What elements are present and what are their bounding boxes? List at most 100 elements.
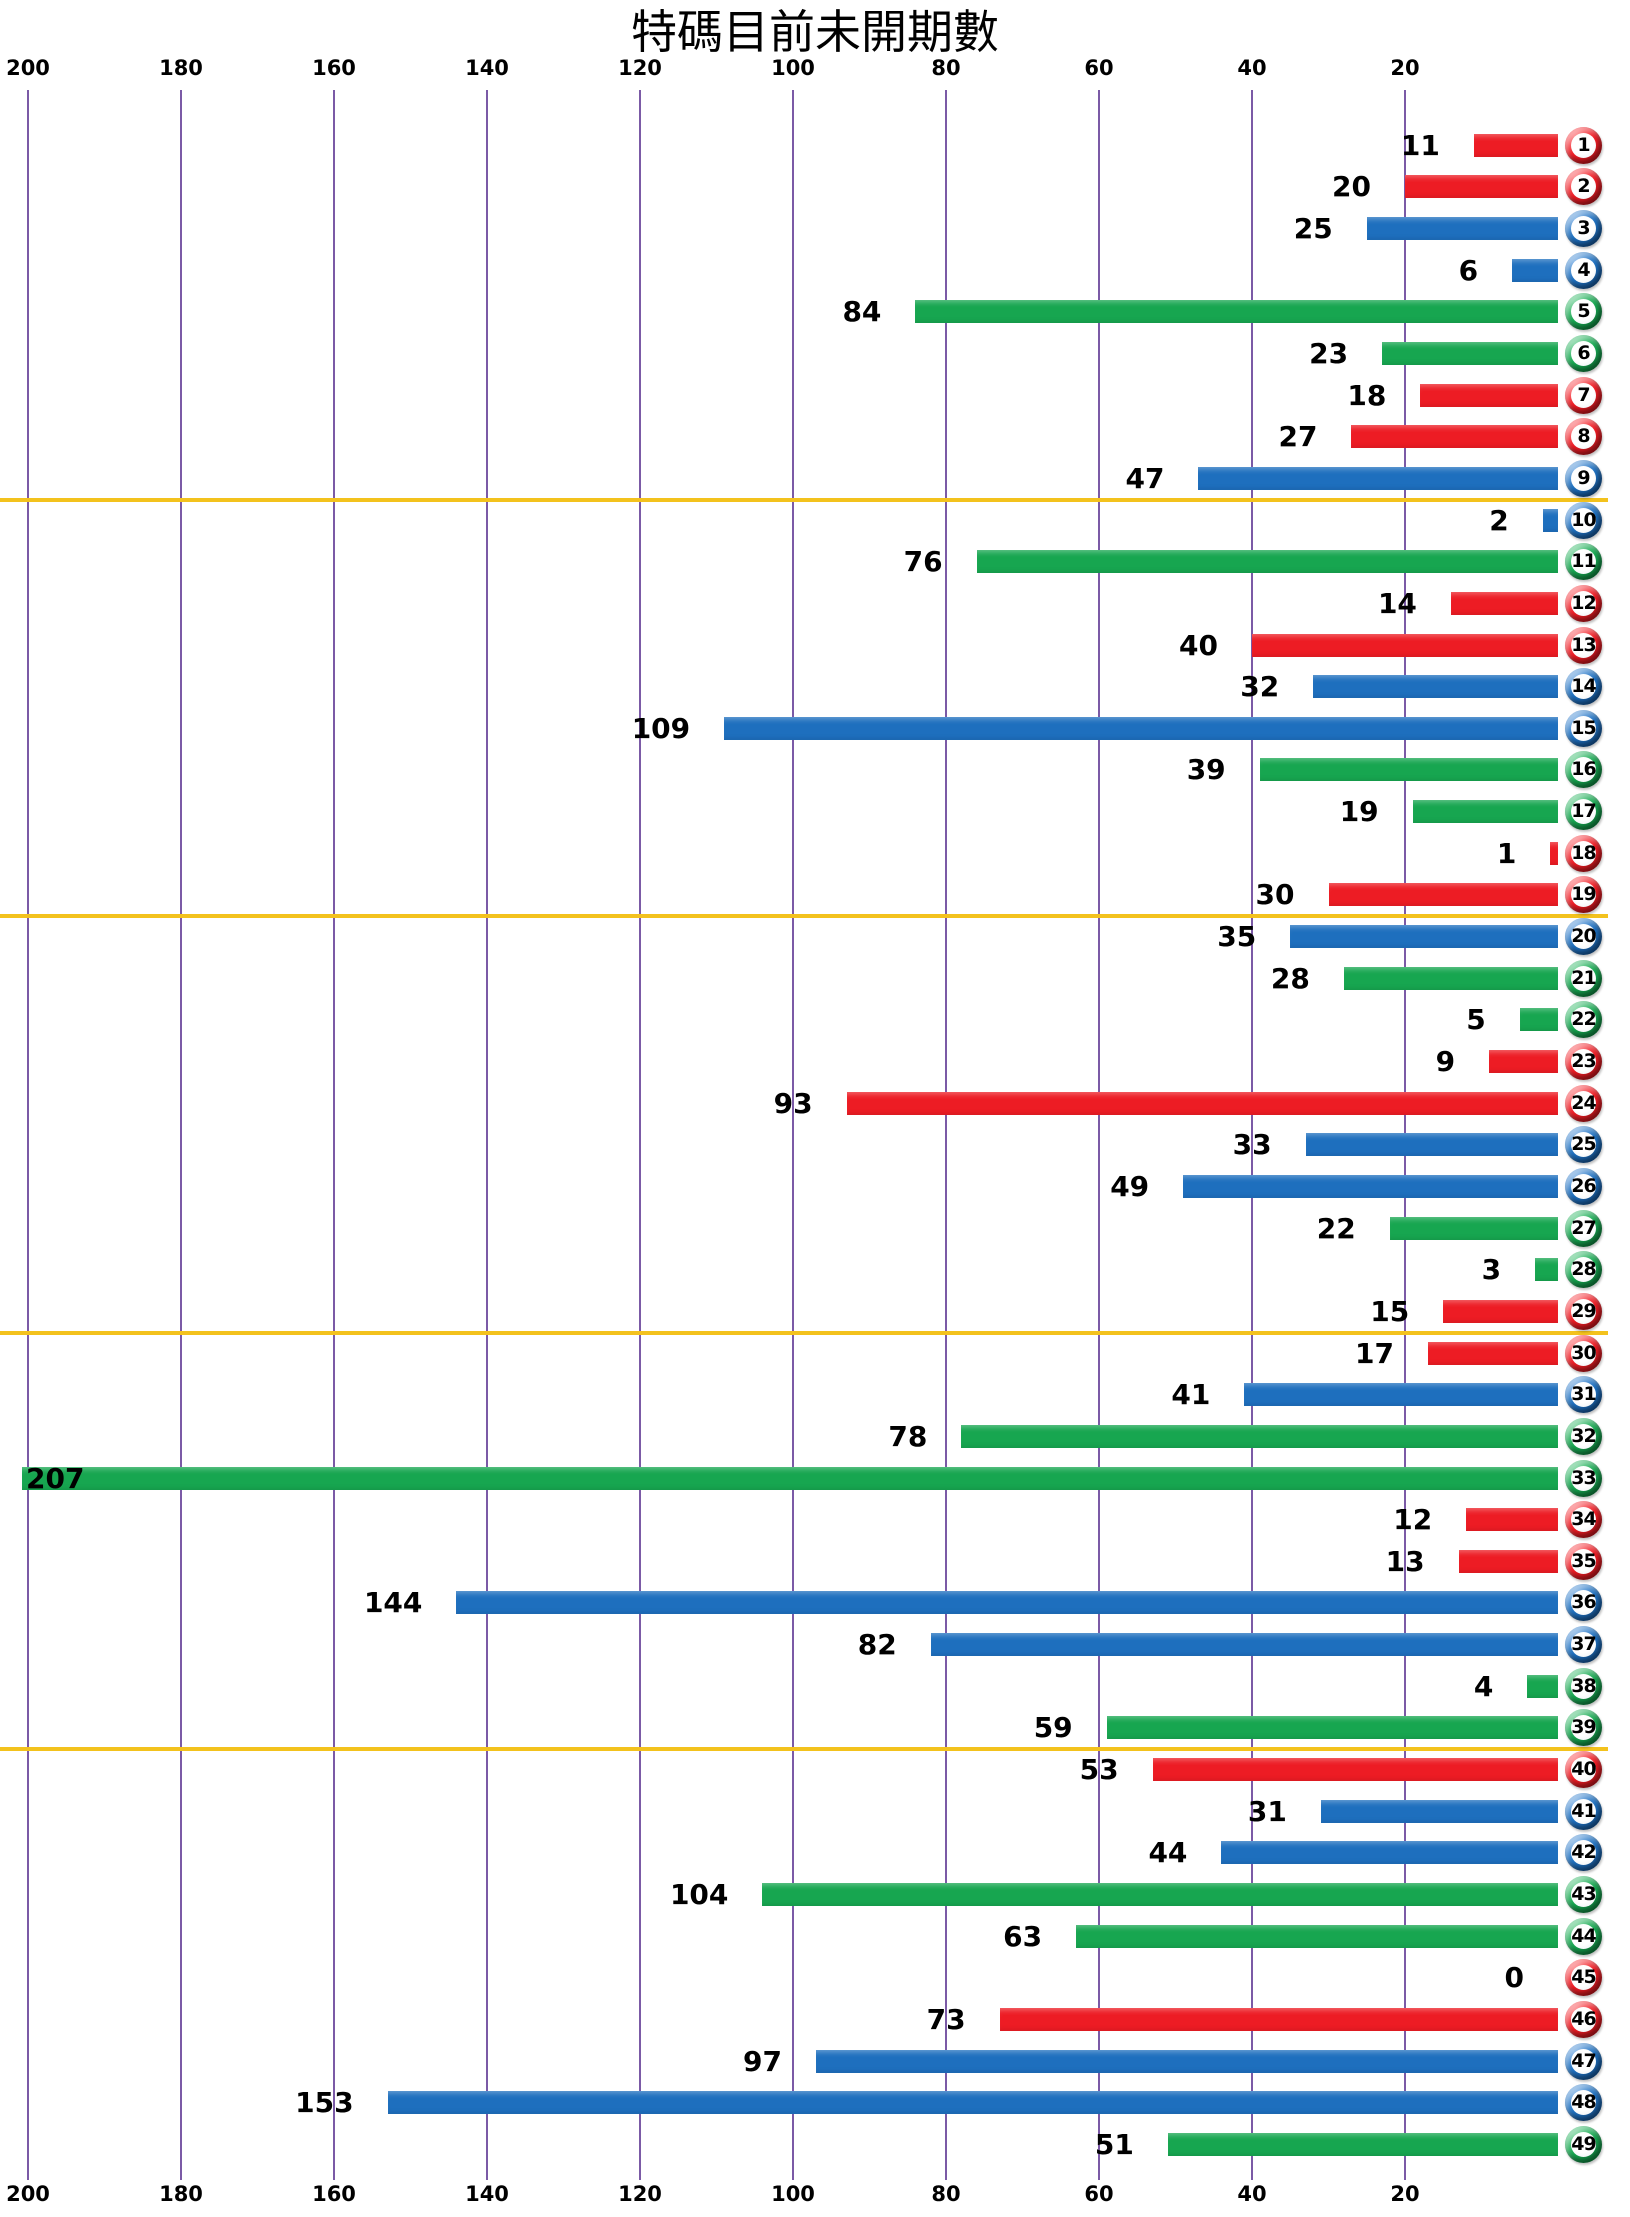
lottery-ball: 27 (1565, 1209, 1602, 1247)
chart-row: 1 18 (0, 833, 1630, 875)
ball-number: 15 (1571, 716, 1596, 739)
ball-number: 5 (1577, 300, 1590, 323)
lottery-ball-face: 47 (1571, 2048, 1597, 2074)
value-label: 44 (1148, 1836, 1188, 1870)
chart-row: 5 22 (0, 999, 1630, 1041)
chart-row: 0 45 (0, 1957, 1630, 1999)
lottery-ball-face: 4 (1571, 257, 1596, 283)
value-label: 97 (742, 2044, 782, 2078)
lottery-ball-face: 16 (1571, 757, 1597, 783)
chart-row: 30 19 (0, 874, 1630, 916)
lottery-ball: 37 (1565, 1626, 1602, 1664)
bar (1450, 591, 1558, 615)
lottery-ball: 1 (1565, 126, 1602, 164)
bar (724, 716, 1558, 740)
lottery-ball-face: 11 (1571, 549, 1597, 575)
chart-row: 32 14 (0, 666, 1630, 708)
gridline (486, 90, 488, 2180)
lottery-ball: 34 (1565, 1501, 1602, 1539)
lottery-ball-face: 32 (1571, 1423, 1597, 1449)
value-label: 23 (1309, 336, 1349, 370)
value-label: 32 (1240, 670, 1280, 704)
ball-number: 49 (1571, 2132, 1596, 2155)
value-label: 63 (1003, 1919, 1043, 1953)
bar (1405, 175, 1558, 199)
lottery-ball-face: 35 (1571, 1548, 1597, 1574)
bar (1183, 1174, 1558, 1198)
bar (1198, 466, 1558, 490)
ball-number: 24 (1571, 1091, 1596, 1114)
lottery-ball: 46 (1565, 2000, 1602, 2038)
ball-number: 10 (1571, 508, 1596, 531)
axis-tick-top: 40 (1237, 56, 1267, 80)
lottery-ball-face: 34 (1571, 1507, 1597, 1533)
lottery-ball: 3 (1565, 210, 1602, 247)
chart-row: 153 48 (0, 2082, 1630, 2124)
ball-number: 6 (1577, 341, 1590, 364)
chart-title: 特碼目前未開期數 (631, 7, 999, 58)
chart-row: 53 40 (0, 1749, 1630, 1791)
chart-row: 40 13 (0, 625, 1630, 667)
bar (1458, 1549, 1558, 1573)
ball-number: 12 (1571, 591, 1596, 614)
lottery-ball: 31 (1565, 1376, 1602, 1414)
chart-row: 12 34 (0, 1499, 1630, 1541)
bar (961, 1424, 1558, 1448)
ball-number: 14 (1571, 675, 1596, 698)
lottery-ball: 7 (1565, 376, 1602, 414)
bar (1420, 383, 1558, 407)
axis-tick-top: 120 (618, 56, 662, 80)
ball-number: 31 (1571, 1383, 1596, 1406)
lottery-ball: 20 (1565, 918, 1602, 956)
bar (1542, 508, 1558, 532)
chart-row: 207 33 (0, 1458, 1630, 1500)
chart-row: 27 8 (0, 416, 1630, 458)
value-label: 33 (1232, 1128, 1272, 1162)
bar (1244, 1383, 1558, 1407)
ball-number: 20 (1571, 925, 1596, 948)
value-label: 12 (1393, 1503, 1433, 1537)
value-label: 28 (1270, 961, 1310, 995)
bar (1252, 633, 1558, 657)
lottery-ball-face: 27 (1571, 1215, 1597, 1241)
bar (1259, 758, 1558, 782)
ball-number: 39 (1571, 1716, 1596, 1739)
chart-row: 2 10 (0, 500, 1630, 542)
value-label: 25 (1293, 212, 1333, 245)
lottery-ball: 28 (1565, 1251, 1602, 1289)
bar (1167, 2132, 1558, 2156)
lottery-ball: 30 (1565, 1334, 1602, 1372)
chart-row: 20 2 (0, 166, 1630, 208)
lottery-ball: 19 (1565, 876, 1602, 914)
chart-row: 78 32 (0, 1416, 1630, 1458)
lottery-ball: 38 (1565, 1667, 1602, 1705)
chart-row: 73 46 (0, 1999, 1630, 2041)
lottery-ball-face: 12 (1571, 590, 1597, 616)
lottery-ball: 10 (1565, 501, 1602, 539)
chart-row: 41 31 (0, 1374, 1630, 1416)
lottery-ball-face: 18 (1571, 840, 1597, 866)
lottery-ball-face: 30 (1571, 1340, 1597, 1366)
lottery-ball-face: 36 (1571, 1590, 1597, 1616)
ball-number: 18 (1571, 841, 1596, 864)
lottery-ball-face: 33 (1571, 1465, 1597, 1491)
bar (1512, 258, 1558, 282)
axis-tick-top: 160 (312, 56, 356, 80)
lottery-ball: 9 (1565, 459, 1602, 497)
lottery-ball-face: 23 (1571, 1049, 1597, 1074)
value-label: 6 (1458, 253, 1479, 287)
ball-number: 7 (1577, 383, 1590, 406)
lottery-ball-face: 14 (1571, 674, 1597, 700)
chart-row: 104 43 (0, 1874, 1630, 1916)
bar (1535, 1258, 1558, 1282)
gridline (1251, 90, 1253, 2180)
value-label: 19 (1339, 795, 1379, 829)
chart-row: 63 44 (0, 1916, 1630, 1958)
value-label: 18 (1347, 378, 1387, 412)
lottery-ball: 41 (1565, 1792, 1602, 1830)
value-label: 109 (631, 711, 691, 745)
lottery-ball-face: 43 (1571, 1882, 1597, 1907)
ball-number: 42 (1571, 1841, 1596, 1864)
bar (1366, 217, 1558, 240)
lottery-ball-face: 37 (1571, 1632, 1597, 1658)
